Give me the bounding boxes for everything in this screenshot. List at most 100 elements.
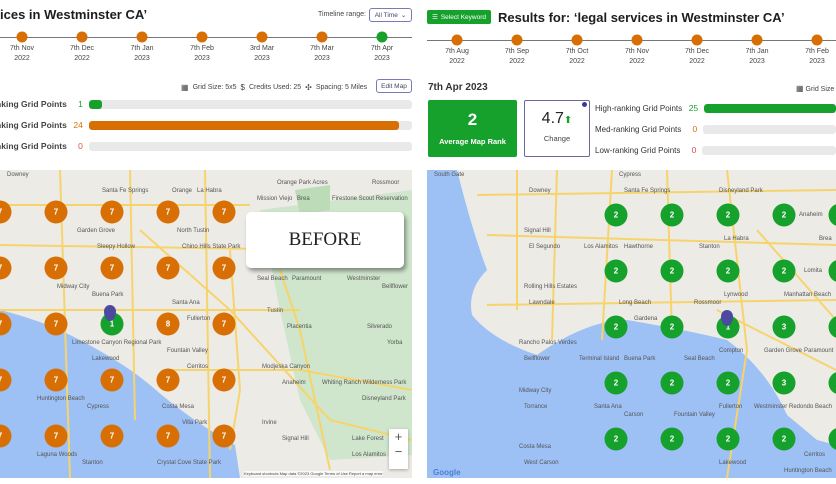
grid-point-marker[interactable]: 7 <box>156 368 180 392</box>
grid-point-marker[interactable]: 2 <box>660 427 684 451</box>
grid-point-marker[interactable]: 7 <box>44 368 68 392</box>
grid-point-marker[interactable]: 7 <box>212 256 236 280</box>
timeline-date[interactable]: 7th Oct 2022 <box>552 47 602 67</box>
timeline-date[interactable]: 3rd Mar 2023 <box>237 44 287 64</box>
timeline-date[interactable]: 7th Feb 2023 <box>792 47 836 67</box>
timeline-date[interactable]: 7th Mar 2023 <box>297 44 347 64</box>
map-place-label: Santa Fe Springs <box>624 188 671 194</box>
timeline-point[interactable] <box>811 34 823 46</box>
ranking-bar-fill <box>704 103 836 113</box>
grid-point-marker[interactable]: 7 <box>156 256 180 280</box>
grid-point-marker[interactable]: 2 <box>772 259 796 283</box>
grid-point-marker[interactable]: 7 <box>156 424 180 448</box>
timeline-date[interactable]: 7th Jan 2023 <box>732 47 782 67</box>
grid-point-marker[interactable]: 2 <box>716 427 740 451</box>
zoom-out-button[interactable]: − <box>394 444 403 459</box>
grid-point-marker[interactable]: 2 <box>716 203 740 227</box>
right-map[interactable]: 2222222222221322223222222 Google South G… <box>427 170 836 478</box>
select-keyword-button[interactable]: ☰ Select Keyword <box>427 10 491 24</box>
timeline-point[interactable] <box>571 34 583 46</box>
grid-point-marker[interactable]: 7 <box>212 312 236 336</box>
map-place-label: Seal Beach <box>257 276 288 282</box>
grid-point-marker[interactable]: 7 <box>212 368 236 392</box>
grid-point-marker[interactable]: 7 <box>44 256 68 280</box>
grid-point-marker[interactable]: 2 <box>660 315 684 339</box>
timeline-day: 7th Jan <box>130 45 154 52</box>
timeline-point[interactable] <box>631 34 643 46</box>
grid-point-marker[interactable]: 2 <box>604 371 628 395</box>
grid-point-marker[interactable]: 2 <box>772 203 796 227</box>
timeline-day: 7th Apr <box>370 45 394 52</box>
ranking-bar <box>88 141 412 151</box>
timeline-date[interactable]: 7th Sep 2022 <box>492 47 542 67</box>
grid-point-marker[interactable]: 7 <box>212 424 236 448</box>
grid-point-marker[interactable]: 7 <box>0 200 12 224</box>
grid-point-marker[interactable]: 8 <box>156 312 180 336</box>
grid-point-marker[interactable]: 7 <box>0 256 12 280</box>
grid-point-marker[interactable]: 2 <box>604 427 628 451</box>
left-map[interactable]: BEFORE 7777777777771877777777777 +− Keyb… <box>0 170 412 478</box>
timeline-point[interactable] <box>136 31 148 43</box>
grid-point-marker[interactable]: 7 <box>0 312 12 336</box>
timeline-point[interactable] <box>376 31 388 43</box>
timeline-point[interactable] <box>511 34 523 46</box>
right-map-canvas <box>427 170 836 478</box>
grid-point-marker[interactable]: 2 <box>828 427 836 451</box>
grid-point-marker[interactable]: 2 <box>604 259 628 283</box>
timeline-point[interactable] <box>16 31 28 43</box>
timeline-point[interactable] <box>691 34 703 46</box>
grid-point-marker[interactable]: 2 <box>828 203 836 227</box>
grid-point-marker[interactable]: 2 <box>828 315 836 339</box>
grid-point-marker[interactable]: 2 <box>716 371 740 395</box>
grid-point-marker[interactable]: 7 <box>100 200 124 224</box>
info-icon[interactable] <box>582 102 587 107</box>
timeline-date[interactable]: 7th Dec 2022 <box>57 44 107 64</box>
grid-point-marker[interactable]: 7 <box>0 368 12 392</box>
edit-map-button[interactable]: Edit Map <box>376 79 412 93</box>
grid-point-marker[interactable]: 2 <box>772 427 796 451</box>
grid-point-marker[interactable]: 7 <box>212 200 236 224</box>
timeline-date[interactable]: 7th Jan 2023 <box>117 44 167 64</box>
timeline-date[interactable]: 7th Feb 2023 <box>177 44 227 64</box>
grid-point-marker[interactable]: 2 <box>660 371 684 395</box>
timeline-point[interactable] <box>76 31 88 43</box>
map-attribution[interactable]: Keyboard shortcuts Map data ©2023 Google… <box>244 471 383 476</box>
timeline-point[interactable] <box>196 31 208 43</box>
grid-point-marker[interactable]: 7 <box>100 256 124 280</box>
grid-point-marker[interactable]: 7 <box>156 200 180 224</box>
timeline-point[interactable] <box>316 31 328 43</box>
ranking-bar <box>704 103 836 113</box>
timeline-point[interactable] <box>451 34 463 46</box>
timeline-date[interactable]: 7th Nov 2022 <box>612 47 662 67</box>
grid-point-marker[interactable]: 7 <box>100 424 124 448</box>
grid-point-marker[interactable]: 3 <box>772 315 796 339</box>
zoom-in-button[interactable]: + <box>394 429 403 444</box>
list-icon: ☰ <box>432 14 438 21</box>
grid-point-marker[interactable]: 2 <box>604 315 628 339</box>
grid-point-marker[interactable]: 3 <box>772 371 796 395</box>
grid-point-marker[interactable]: 7 <box>44 200 68 224</box>
map-place-label: Anaheim <box>799 212 823 218</box>
timeline-point[interactable] <box>256 31 268 43</box>
timeline-range-select[interactable]: All Time ⌄ <box>369 8 412 22</box>
grid-point-marker[interactable]: 7 <box>44 424 68 448</box>
timeline-date[interactable]: 7th Apr 2023 <box>357 44 407 64</box>
grid-point-marker[interactable]: 2 <box>604 203 628 227</box>
grid-point-marker[interactable]: 2 <box>716 259 740 283</box>
grid-point-marker[interactable]: 2 <box>828 259 836 283</box>
timeline-date[interactable]: 7th Nov 2022 <box>0 44 47 64</box>
map-place-label: Compton <box>719 348 744 354</box>
timeline-date[interactable]: 7th Aug 2022 <box>432 47 482 67</box>
change-card: 4.7⬆ Change <box>524 100 590 157</box>
grid-point-marker[interactable]: 2 <box>828 371 836 395</box>
grid-point-marker[interactable]: 2 <box>660 203 684 227</box>
timeline-point[interactable] <box>751 34 763 46</box>
ranking-row: ranking Grid Points 24 <box>0 119 412 131</box>
grid-point-marker[interactable]: 2 <box>660 259 684 283</box>
grid-point-marker[interactable]: 7 <box>100 368 124 392</box>
grid-icon: ▦ <box>796 84 804 93</box>
timeline-date[interactable]: 7th Dec 2022 <box>672 47 722 67</box>
grid-point-marker[interactable]: 7 <box>44 312 68 336</box>
grid-point-marker[interactable]: 7 <box>0 424 12 448</box>
map-place-label: Fountain Valley <box>167 348 208 354</box>
